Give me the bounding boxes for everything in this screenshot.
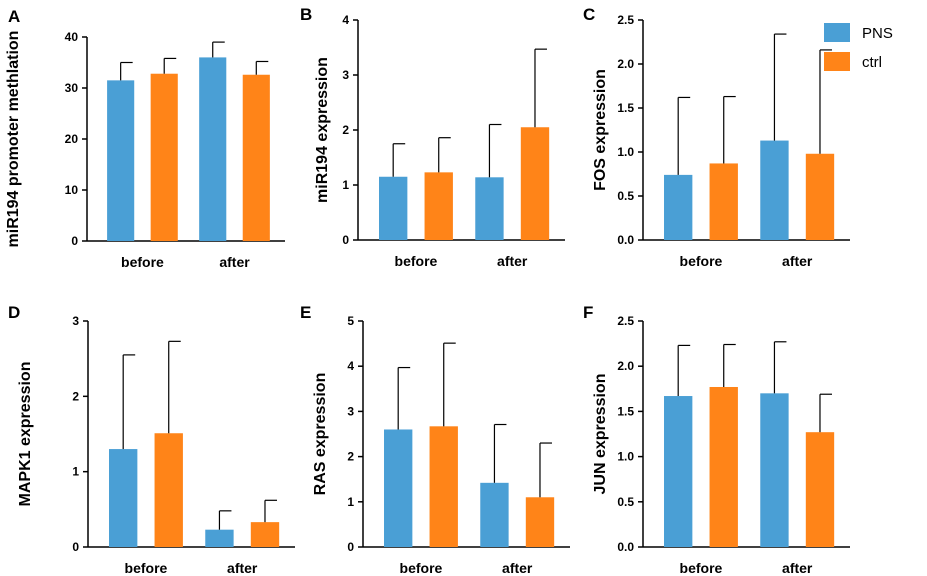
y-tick-label: 4	[347, 359, 354, 373]
y-tick-label: 1	[347, 495, 354, 509]
legend-label-pns: PNS	[862, 25, 893, 42]
bar-pns-after	[199, 57, 227, 242]
bar-pns-before	[379, 176, 408, 240]
y-tick-label: 0.5	[617, 189, 634, 203]
bar-pns-before	[664, 396, 693, 547]
y-tick-label: 1.0	[617, 450, 634, 464]
y-tick-label: 0.0	[617, 540, 634, 554]
y-axis-label: miR194 expression	[314, 57, 331, 203]
bar-ctrl-after	[805, 432, 835, 547]
x-category-label: after	[782, 560, 813, 576]
y-axis-label: FOS expression	[592, 69, 609, 191]
y-tick-label: 3	[347, 404, 354, 418]
x-category-label: after	[782, 253, 813, 269]
x-category-label: after	[227, 560, 258, 576]
bar-pns-before	[384, 429, 413, 547]
y-tick-label: 2	[342, 123, 349, 137]
bar-pns-before	[109, 449, 138, 547]
x-category-label: before	[395, 253, 438, 269]
y-tick-label: 3	[72, 314, 79, 328]
panel-letter: C	[583, 5, 595, 24]
panel-c: C FOS expression 0.0 0.5 1.0 1.5 2.0 2.5 before a…	[583, 5, 850, 269]
y-tick-label: 1	[342, 178, 349, 192]
y-tick-label: 1.5	[617, 404, 634, 418]
y-tick-label: 0.5	[617, 495, 634, 509]
y-tick-label: 1.5	[617, 101, 634, 115]
bar-ctrl-before	[154, 433, 183, 547]
legend-swatch-pns	[824, 23, 850, 42]
y-tick-label: 3	[342, 68, 349, 82]
bar-pns-after	[480, 482, 509, 547]
y-tick-label: 2.5	[617, 314, 634, 328]
bar-pns-after	[475, 177, 504, 240]
legend: PNS ctrl	[824, 23, 893, 71]
panel-letter: A	[8, 7, 20, 26]
bar-pns-after	[760, 140, 789, 240]
y-axis-label: MAPK1 expression	[17, 362, 34, 507]
y-tick-label: 1.0	[617, 145, 634, 159]
y-tick-label: 0	[71, 234, 78, 248]
x-category-label: after	[219, 254, 250, 270]
panel-letter: D	[8, 303, 20, 322]
panel-letter: B	[300, 5, 312, 24]
panel-d: D MAPK1 expression 0 1 2 3 before after	[8, 303, 295, 576]
bar-ctrl-after	[525, 497, 555, 547]
panel-letter: F	[583, 303, 593, 322]
bar-ctrl-after	[520, 127, 550, 240]
y-tick-label: 10	[65, 183, 79, 197]
panel-letter: E	[300, 303, 311, 322]
y-tick-label: 2	[72, 389, 79, 403]
y-tick-label: 0	[72, 540, 79, 554]
bar-ctrl-after	[242, 74, 270, 242]
bar-ctrl-before	[429, 426, 458, 547]
y-axis-label: RAS expression	[312, 373, 329, 496]
y-tick-label: 0.0	[617, 233, 634, 247]
x-category-label: after	[502, 560, 533, 576]
bar-pns-before	[107, 80, 135, 241]
y-tick-label: 2.5	[617, 13, 634, 27]
y-tick-label: 40	[65, 30, 79, 44]
x-category-label: after	[497, 253, 528, 269]
bar-pns-after	[760, 393, 789, 547]
bar-ctrl-before	[709, 163, 738, 240]
y-tick-label: 4	[342, 13, 349, 27]
x-category-label: before	[680, 560, 723, 576]
bar-ctrl-after	[805, 153, 835, 240]
y-tick-label: 0	[342, 233, 349, 247]
legend-label-ctrl: ctrl	[862, 54, 882, 71]
bar-pns-before	[664, 174, 693, 240]
y-tick-label: 5	[347, 314, 354, 328]
y-tick-label: 1	[72, 465, 79, 479]
y-tick-label: 2	[347, 450, 354, 464]
panel-f: F JUN expression 0.0 0.5 1.0 1.5 2.0 2.5 before a…	[583, 303, 850, 576]
x-category-label: before	[680, 253, 723, 269]
y-tick-label: 2.0	[617, 359, 634, 373]
y-tick-label: 2.0	[617, 57, 634, 71]
bar-ctrl-before	[709, 386, 738, 547]
bar-ctrl-after	[250, 522, 280, 547]
x-category-label: before	[125, 560, 168, 576]
bar-ctrl-before	[424, 172, 453, 240]
x-category-label: before	[121, 254, 164, 270]
y-tick-label: 30	[65, 81, 79, 95]
y-tick-label: 20	[65, 132, 79, 146]
bar-pns-after	[205, 529, 234, 547]
y-tick-label: 0	[347, 540, 354, 554]
x-category-label: before	[400, 560, 443, 576]
panel-e: E RAS expression 0 1 2 3 4 5 before after	[300, 303, 570, 576]
legend-swatch-ctrl	[824, 52, 850, 71]
bar-ctrl-before	[150, 73, 178, 241]
y-axis-label: miR194 promoter methlation	[5, 31, 22, 248]
y-axis-label: JUN expression	[592, 374, 609, 495]
